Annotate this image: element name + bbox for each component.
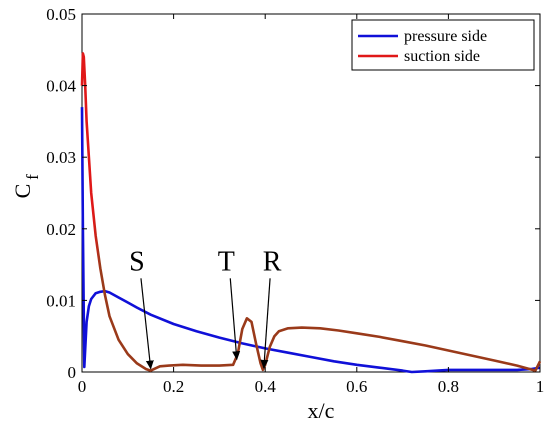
annotation-arrow-T [229, 278, 241, 361]
y-axis-label-subscript: f [23, 174, 42, 180]
legend-box [351, 19, 535, 71]
x-tick-label: 0.8 [438, 377, 459, 396]
x-tick-label: 0.4 [255, 377, 277, 396]
annotation-arrow-S [140, 278, 154, 370]
series-line-pressure-side [80, 107, 541, 374]
legend-entry: suction side [404, 48, 480, 65]
legend-entry: pressure side [404, 28, 487, 45]
x-axis: 0 0.2 0.4 0.6 0.8 1 [78, 14, 545, 396]
y-tick-label: 0.01 [46, 291, 76, 310]
y-axis-label: C [10, 184, 35, 199]
annotation-arrow-R [260, 278, 271, 369]
x-axis-label: x/c [308, 398, 335, 423]
x-tick-label: 0.6 [346, 377, 367, 396]
x-tick-label: 1 [536, 377, 545, 396]
y-tick-label: 0 [68, 363, 77, 382]
annotation-label-R: R [263, 246, 282, 277]
y-tick-label: 0.02 [46, 220, 76, 239]
annotation-label-S: S [129, 246, 145, 277]
x-tick-label: 0.2 [163, 377, 184, 396]
x-tick-label: 0 [78, 377, 87, 396]
legend: pressure side suction side [351, 19, 535, 71]
y-tick-label: 0.05 [46, 5, 76, 24]
y-axis: 0 0.01 0.02 0.03 0.04 0.05 [46, 5, 540, 382]
y-tick-label: 0.04 [46, 77, 76, 96]
annotation-label-T: T [218, 246, 235, 277]
y-tick-label: 0.03 [46, 148, 76, 167]
series-layer [80, 52, 542, 374]
y-axis-label-group: C f [10, 174, 42, 199]
series-line-suction-side [80, 52, 542, 372]
